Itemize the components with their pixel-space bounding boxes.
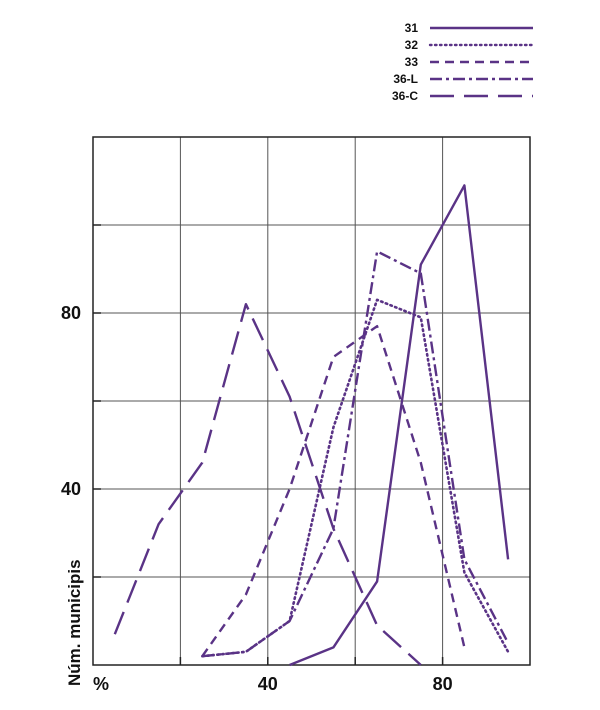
tick-labels: 40 80 40 80 [61, 303, 453, 694]
legend-label-36-C: 36-C [392, 89, 418, 103]
series-layer [113, 184, 510, 667]
grid [93, 137, 530, 665]
plot-frame [92, 136, 531, 666]
legend-label-32: 32 [405, 38, 419, 52]
legend: 31 32 33 36-L 36-C [392, 21, 535, 103]
series-33-line [201, 325, 466, 657]
legend-label-33: 33 [405, 55, 419, 69]
y-tick-label: 80 [61, 303, 81, 323]
x-tick-label: 40 [258, 674, 278, 694]
legend-label-36-L: 36-L [393, 72, 418, 86]
legend-label-31: 31 [405, 21, 419, 35]
series-31-line [289, 184, 510, 667]
y-axis-label: Núm. municipis [65, 559, 84, 686]
series-36-L-line [202, 250, 510, 658]
x-tick-label: 80 [433, 674, 453, 694]
y-tick-label: 40 [61, 479, 81, 499]
series-36-C-line [113, 303, 422, 666]
x-axis-label: % [93, 674, 109, 694]
